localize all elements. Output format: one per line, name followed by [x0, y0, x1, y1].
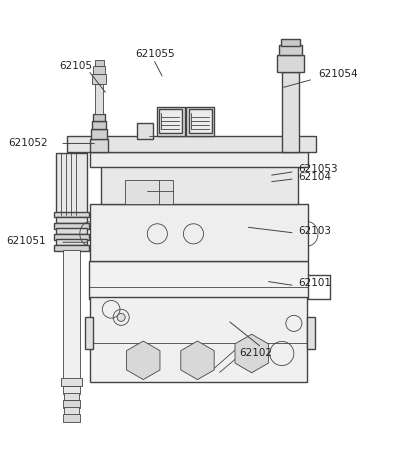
- Bar: [282, 72, 299, 152]
- Bar: [96, 84, 103, 114]
- Bar: [159, 109, 182, 134]
- Bar: [95, 61, 104, 67]
- Bar: [56, 228, 87, 234]
- Bar: [62, 414, 80, 422]
- Text: 62101: 62101: [298, 278, 331, 288]
- Text: 621054: 621054: [318, 69, 357, 79]
- Bar: [280, 39, 300, 46]
- Text: 621053: 621053: [298, 164, 337, 174]
- Text: 62102: 62102: [240, 348, 273, 359]
- Text: 621052: 621052: [9, 138, 48, 148]
- Bar: [125, 180, 173, 204]
- Bar: [54, 234, 89, 240]
- Bar: [64, 407, 79, 415]
- Text: 621051: 621051: [7, 236, 46, 246]
- Bar: [67, 136, 316, 152]
- Bar: [62, 400, 80, 407]
- Bar: [56, 217, 87, 223]
- Bar: [90, 152, 308, 167]
- Polygon shape: [127, 341, 160, 380]
- Text: 62104: 62104: [298, 172, 331, 182]
- Text: 621055: 621055: [135, 49, 175, 59]
- Text: 62105: 62105: [59, 61, 92, 71]
- Bar: [62, 386, 80, 394]
- Bar: [307, 317, 315, 349]
- Polygon shape: [235, 334, 268, 373]
- Circle shape: [117, 313, 125, 322]
- Text: 62103: 62103: [298, 226, 331, 236]
- Bar: [156, 107, 185, 136]
- Bar: [279, 45, 301, 55]
- Bar: [56, 239, 87, 245]
- Bar: [64, 393, 79, 401]
- Bar: [91, 129, 107, 139]
- Bar: [189, 109, 212, 134]
- Bar: [277, 55, 303, 73]
- Bar: [92, 121, 106, 129]
- Bar: [56, 152, 87, 215]
- Bar: [186, 107, 214, 136]
- Polygon shape: [181, 341, 214, 380]
- Bar: [137, 123, 153, 140]
- Bar: [101, 165, 298, 204]
- Bar: [92, 73, 106, 84]
- Bar: [85, 317, 93, 349]
- Bar: [54, 223, 89, 229]
- Bar: [61, 378, 82, 386]
- Bar: [89, 261, 308, 299]
- Bar: [93, 114, 105, 121]
- Bar: [93, 67, 105, 73]
- Bar: [63, 250, 80, 380]
- Bar: [54, 245, 89, 251]
- Bar: [54, 212, 89, 217]
- Bar: [90, 204, 308, 261]
- Bar: [90, 139, 108, 152]
- Bar: [90, 297, 307, 382]
